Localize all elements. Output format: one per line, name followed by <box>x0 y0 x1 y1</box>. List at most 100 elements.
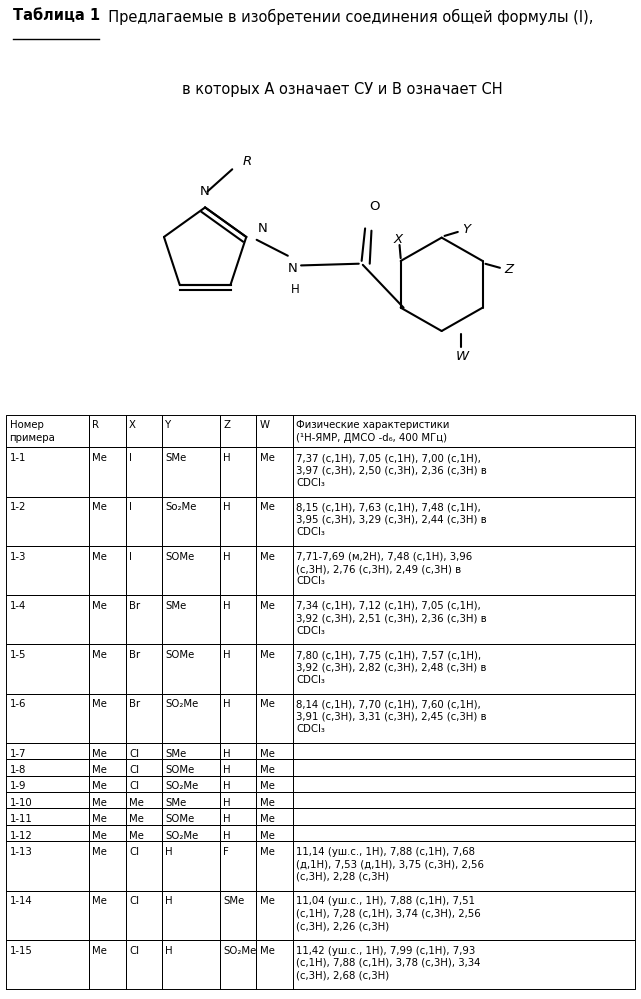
Text: 1-3: 1-3 <box>10 551 26 561</box>
Text: Z: Z <box>223 421 230 431</box>
Text: SOMe: SOMe <box>165 551 195 561</box>
Text: W: W <box>260 421 270 431</box>
Text: Me: Me <box>92 896 107 906</box>
Text: SMe: SMe <box>223 896 244 906</box>
Text: Номер
примера: Номер примера <box>10 421 55 443</box>
Text: Me: Me <box>260 502 274 512</box>
Text: 1-9: 1-9 <box>10 781 26 791</box>
Text: O: O <box>370 200 380 213</box>
Text: Me: Me <box>260 830 274 840</box>
Text: 8,15 (с,1H), 7,63 (с,1H), 7,48 (с,1H),
3,95 (с,3H), 3,29 (с,3H), 2,44 (с,3H) в
C: 8,15 (с,1H), 7,63 (с,1H), 7,48 (с,1H), 3… <box>296 502 487 537</box>
Text: Me: Me <box>92 650 107 660</box>
Text: Me: Me <box>92 781 107 791</box>
Text: H: H <box>165 896 173 906</box>
Text: Me: Me <box>260 551 274 561</box>
Text: 1-11: 1-11 <box>10 814 32 824</box>
Text: 11,04 (уш.с., 1H), 7,88 (с,1H), 7,51
(с,1H), 7,28 (с,1H), 3,74 (с,3H), 2,56
(с,3: 11,04 (уш.с., 1H), 7,88 (с,1H), 7,51 (с,… <box>296 896 481 931</box>
Text: H: H <box>223 781 231 791</box>
Text: Me: Me <box>92 502 107 512</box>
Text: F: F <box>223 847 229 857</box>
Text: H: H <box>223 551 231 561</box>
Text: Me: Me <box>260 748 274 758</box>
Text: 11,14 (уш.с., 1H), 7,88 (с,1H), 7,68
(д,1H), 7,53 (д,1H), 3,75 (с,3H), 2,56
(с,3: 11,14 (уш.с., 1H), 7,88 (с,1H), 7,68 (д,… <box>296 847 484 882</box>
Text: Me: Me <box>92 699 107 709</box>
Text: 1-10: 1-10 <box>10 798 32 808</box>
Text: SO₂Me: SO₂Me <box>165 781 199 791</box>
Text: N: N <box>258 222 267 235</box>
Text: SO₂Me: SO₂Me <box>223 945 256 955</box>
Text: H: H <box>165 945 173 955</box>
Text: Z: Z <box>504 263 513 276</box>
Text: H: H <box>223 502 231 512</box>
Text: 8,14 (с,1H), 7,70 (с,1H), 7,60 (с,1H),
3,91 (с,3H), 3,31 (с,3H), 2,45 (с,3H) в
C: 8,14 (с,1H), 7,70 (с,1H), 7,60 (с,1H), 3… <box>296 699 487 734</box>
Text: R: R <box>242 156 252 169</box>
Text: 1-4: 1-4 <box>10 600 26 610</box>
Text: Cl: Cl <box>129 896 139 906</box>
Text: Me: Me <box>92 814 107 824</box>
Text: Y: Y <box>462 223 470 236</box>
Text: Me: Me <box>92 600 107 610</box>
Text: 1-8: 1-8 <box>10 765 26 775</box>
Text: 1-14: 1-14 <box>10 896 32 906</box>
Text: Таблица 1: Таблица 1 <box>13 8 100 24</box>
Text: 1-15: 1-15 <box>10 945 33 955</box>
Text: Me: Me <box>260 699 274 709</box>
Text: Me: Me <box>260 945 274 955</box>
Text: X: X <box>129 421 136 431</box>
Text: X: X <box>393 233 403 246</box>
Text: SO₂Me: SO₂Me <box>165 699 199 709</box>
Text: Me: Me <box>92 551 107 561</box>
Text: Me: Me <box>260 847 274 857</box>
Text: H: H <box>223 798 231 808</box>
Text: Предлагаемые в изобретении соединения общей формулы (I),: Предлагаемые в изобретении соединения об… <box>99 8 594 25</box>
Text: Me: Me <box>260 454 274 464</box>
Text: 7,71-7,69 (м,2H), 7,48 (с,1H), 3,96
(с,3H), 2,76 (с,3H), 2,49 (с,3H) в
CDCl₃: 7,71-7,69 (м,2H), 7,48 (с,1H), 3,96 (с,3… <box>296 551 472 586</box>
Text: Br: Br <box>129 650 140 660</box>
Text: Me: Me <box>92 798 107 808</box>
Text: Me: Me <box>92 945 107 955</box>
Text: Me: Me <box>129 798 144 808</box>
Text: W: W <box>456 350 469 363</box>
Text: Me: Me <box>129 814 144 824</box>
Text: Y: Y <box>165 421 171 431</box>
Text: Me: Me <box>129 830 144 840</box>
Text: So₂Me: So₂Me <box>165 502 197 512</box>
Text: 1-5: 1-5 <box>10 650 26 660</box>
Text: Me: Me <box>260 896 274 906</box>
Text: N: N <box>200 185 210 198</box>
Text: Cl: Cl <box>129 945 139 955</box>
Text: SOMe: SOMe <box>165 814 195 824</box>
Text: I: I <box>129 551 132 561</box>
Text: Me: Me <box>260 781 274 791</box>
Text: Me: Me <box>92 847 107 857</box>
Text: Me: Me <box>260 814 274 824</box>
Text: SMe: SMe <box>165 600 187 610</box>
Text: Cl: Cl <box>129 781 139 791</box>
Text: SMe: SMe <box>165 454 187 464</box>
Text: 1-2: 1-2 <box>10 502 26 512</box>
Text: Me: Me <box>260 798 274 808</box>
Text: Cl: Cl <box>129 847 139 857</box>
Text: H: H <box>165 847 173 857</box>
Text: Me: Me <box>92 748 107 758</box>
Text: SOMe: SOMe <box>165 765 195 775</box>
Text: SOMe: SOMe <box>165 650 195 660</box>
Text: 1-12: 1-12 <box>10 830 32 840</box>
Text: 11,42 (уш.с., 1H), 7,99 (с,1H), 7,93
(с,1H), 7,88 (с,1H), 3,78 (с,3H), 3,34
(с,3: 11,42 (уш.с., 1H), 7,99 (с,1H), 7,93 (с,… <box>296 945 481 980</box>
Text: H: H <box>223 765 231 775</box>
Text: H: H <box>223 748 231 758</box>
Text: SMe: SMe <box>165 748 187 758</box>
Text: Me: Me <box>260 765 274 775</box>
Text: I: I <box>129 454 132 464</box>
Text: Me: Me <box>260 650 274 660</box>
Text: N: N <box>288 262 297 275</box>
Text: 7,34 (с,1H), 7,12 (с,1H), 7,05 (с,1H),
3,92 (с,3H), 2,51 (с,3H), 2,36 (с,3H) в
C: 7,34 (с,1H), 7,12 (с,1H), 7,05 (с,1H), 3… <box>296 600 487 635</box>
Text: H: H <box>223 699 231 709</box>
Text: Cl: Cl <box>129 748 139 758</box>
Text: 1-6: 1-6 <box>10 699 26 709</box>
Text: H: H <box>291 284 300 297</box>
Text: Br: Br <box>129 699 140 709</box>
Text: 7,80 (с,1H), 7,75 (с,1H), 7,57 (с,1H),
3,92 (с,3H), 2,82 (с,3H), 2,48 (с,3H) в
C: 7,80 (с,1H), 7,75 (с,1H), 7,57 (с,1H), 3… <box>296 650 487 685</box>
Text: I: I <box>129 502 132 512</box>
Text: Me: Me <box>260 600 274 610</box>
